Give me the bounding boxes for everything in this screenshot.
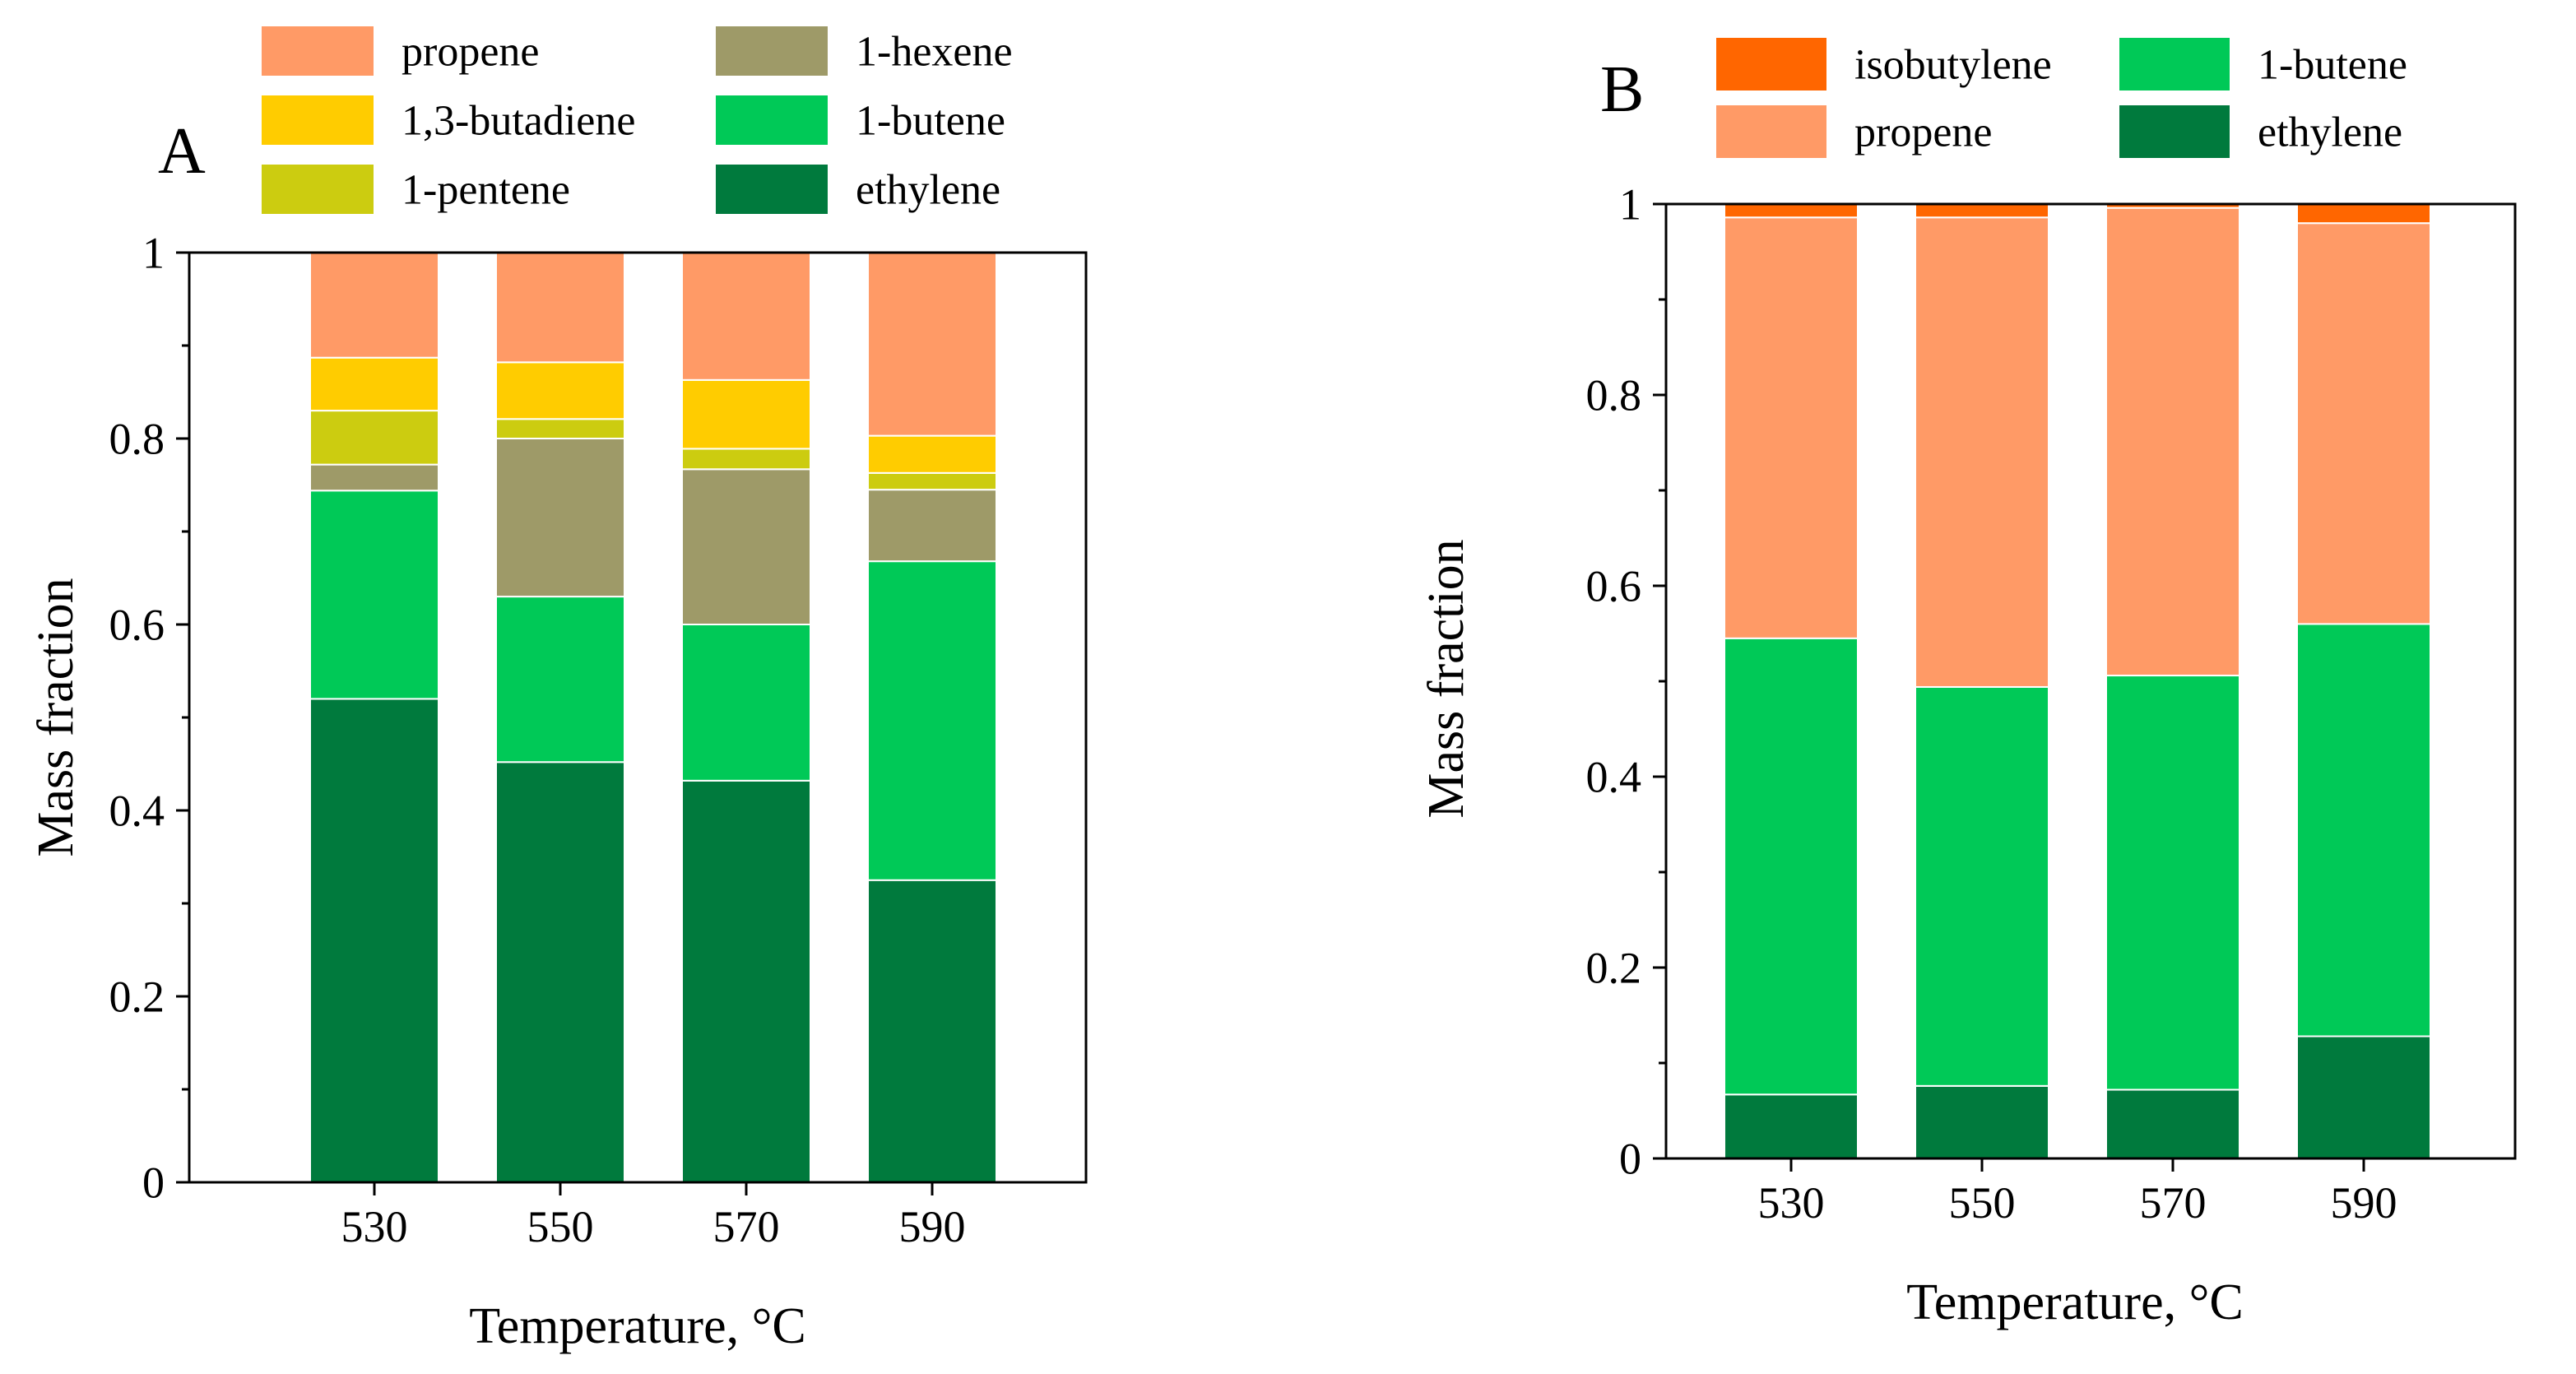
panel-b-legend-swatch-isobutylene: [1716, 38, 1826, 91]
panel-b-ytick-label: 0.8: [1586, 370, 1642, 420]
panel-b-bar-propene-550: [1915, 216, 2049, 688]
panel-b-legend-swatch-ethylene: [2119, 105, 2230, 158]
panel-a-bar-propene-530: [309, 252, 439, 359]
panel-a-bar-ethylene-530: [309, 698, 439, 1183]
panel-b-xtick-label: 550: [1949, 1178, 2016, 1228]
panel-a-bar-1,3-butadiene-590: [867, 434, 997, 474]
panel-a-legend-swatch-1-butene: [716, 95, 828, 145]
panel-b-ytick-label: 0.6: [1586, 561, 1642, 610]
panel-b-ytick-label: 0.2: [1586, 943, 1642, 992]
panel-a-bar-1-pentene-570: [681, 448, 811, 471]
panel-b-legend-label-1-butene: 1-butene: [2258, 42, 2407, 89]
panel-a-bar-1,3-butadiene-550: [495, 361, 625, 420]
panel-a-bar-1-pentene-590: [867, 471, 997, 491]
panel-b-bar-isobutylene-530: [1724, 203, 1859, 219]
panel-b-bar-isobutylene-590: [2296, 203, 2431, 225]
panel-a-bar-1,3-butadiene-530: [309, 356, 439, 412]
panel-b-bar-ethylene-590: [2296, 1035, 2431, 1160]
panel-a-bar-1-pentene-550: [495, 418, 625, 439]
panel-b-bar-1-butene-530: [1724, 637, 1859, 1096]
panel-b-legend-swatch-propene: [1716, 105, 1826, 158]
panel-b-ytick-label: 1: [1619, 179, 1641, 229]
panel-b-legend-label-isobutylene: isobutylene: [1854, 42, 2052, 89]
panel-a-bar-1-butene-550: [495, 596, 625, 764]
panel-a-ytick-label: 0.8: [109, 414, 165, 463]
panel-b-xtick-label: 590: [2331, 1178, 2397, 1228]
panel-a-x-axis-label: Temperature, °C: [469, 1298, 806, 1354]
panel-a-ytick-label: 0.6: [109, 600, 165, 649]
panel-b-bar-ethylene-550: [1915, 1084, 2049, 1159]
panel-a-legend-label-1-butene: 1-butene: [856, 98, 1005, 145]
panel-a-bar-1-hexene-590: [867, 489, 997, 563]
panel-a-ytick-label: 1: [142, 228, 165, 277]
panel-b-bar-1-butene-590: [2296, 623, 2431, 1037]
panel-a-legend-label-1-hexene: 1-hexene: [856, 29, 1013, 76]
panel-a-bar-ethylene-590: [867, 879, 997, 1183]
panel-a-legend-label-ethylene: ethylene: [856, 167, 1000, 214]
panel-b-legend-label-ethylene: ethylene: [2258, 109, 2402, 156]
panel-a-bar-propene-590: [867, 252, 997, 437]
panel-a-legend-swatch-1-hexene: [716, 26, 828, 76]
panel-a-bar-1-pentene-530: [309, 410, 439, 466]
panel-b-legend-swatch-1-butene: [2119, 38, 2230, 91]
panel-a-bar-1-butene-590: [867, 560, 997, 881]
panel-b-bar-1-butene-550: [1915, 685, 2049, 1087]
panel-a-legend-label-1-pentene: 1-pentene: [401, 167, 570, 214]
panel-a-xtick-label: 570: [713, 1202, 780, 1251]
panel-a-ytick-label: 0: [142, 1158, 165, 1207]
panel-b-ytick-label: 0.4: [1586, 752, 1642, 801]
panel-a-bar-ethylene-570: [681, 779, 811, 1184]
panel-a-bar-ethylene-550: [495, 761, 625, 1183]
panel-b-xtick-label: 530: [1758, 1178, 1825, 1228]
panel-b-bar-1-butene-570: [2105, 675, 2240, 1091]
panel-b-legend-label-propene: propene: [1854, 109, 1992, 156]
panel-b-label: B: [1600, 53, 1644, 126]
panel-a-bar-1-butene-530: [309, 490, 439, 700]
panel-a-xtick-label: 590: [899, 1202, 966, 1251]
panel-a-bar-1,3-butadiene-570: [681, 378, 811, 450]
panel-a-legend-label-propene: propene: [401, 29, 539, 76]
panel-b-bar-ethylene-530: [1724, 1093, 1859, 1160]
panel-a-ytick-label: 0.4: [109, 786, 165, 835]
panel-a-xtick-label: 550: [527, 1202, 594, 1251]
panel-b-bar-isobutylene-550: [1915, 203, 2049, 219]
panel-a-bar-1-hexene-570: [681, 468, 811, 625]
panel-b-x-axis-label: Temperature, °C: [1906, 1274, 2244, 1330]
panel-a-label: A: [158, 115, 206, 188]
panel-a-legend-swatch-1-pentene: [262, 165, 374, 214]
panel-a-legend-swatch-1,3-butadiene: [262, 95, 374, 145]
panel-a-bar-1-hexene-550: [495, 438, 625, 598]
panel-a-bar-1-butene-570: [681, 624, 811, 782]
panel-a-legend-label-1,3-butadiene: 1,3-butadiene: [401, 98, 635, 145]
panel-b-ytick-label: 0: [1619, 1134, 1641, 1183]
panel-b-bar-propene-570: [2105, 207, 2240, 677]
panel-a-bar-propene-570: [681, 252, 811, 381]
panel-a-ytick-label: 0.2: [109, 972, 165, 1021]
panel-b-xtick-label: 570: [2140, 1178, 2207, 1228]
panel-a-y-axis-label: Mass fraction: [28, 578, 84, 856]
panel-a-legend-swatch-propene: [262, 26, 374, 76]
panel-a-legend-swatch-ethylene: [716, 165, 828, 214]
panel-b-bar-propene-530: [1724, 216, 1859, 639]
panel-b-bar-ethylene-570: [2105, 1089, 2240, 1159]
panel-b-y-axis-label: Mass fraction: [1418, 539, 1474, 818]
panel-a-bar-propene-550: [495, 252, 625, 364]
panel-a-xtick-label: 530: [341, 1202, 408, 1251]
panel-a-bar-1-hexene-530: [309, 463, 439, 492]
panel-b-bar-propene-590: [2296, 222, 2431, 625]
